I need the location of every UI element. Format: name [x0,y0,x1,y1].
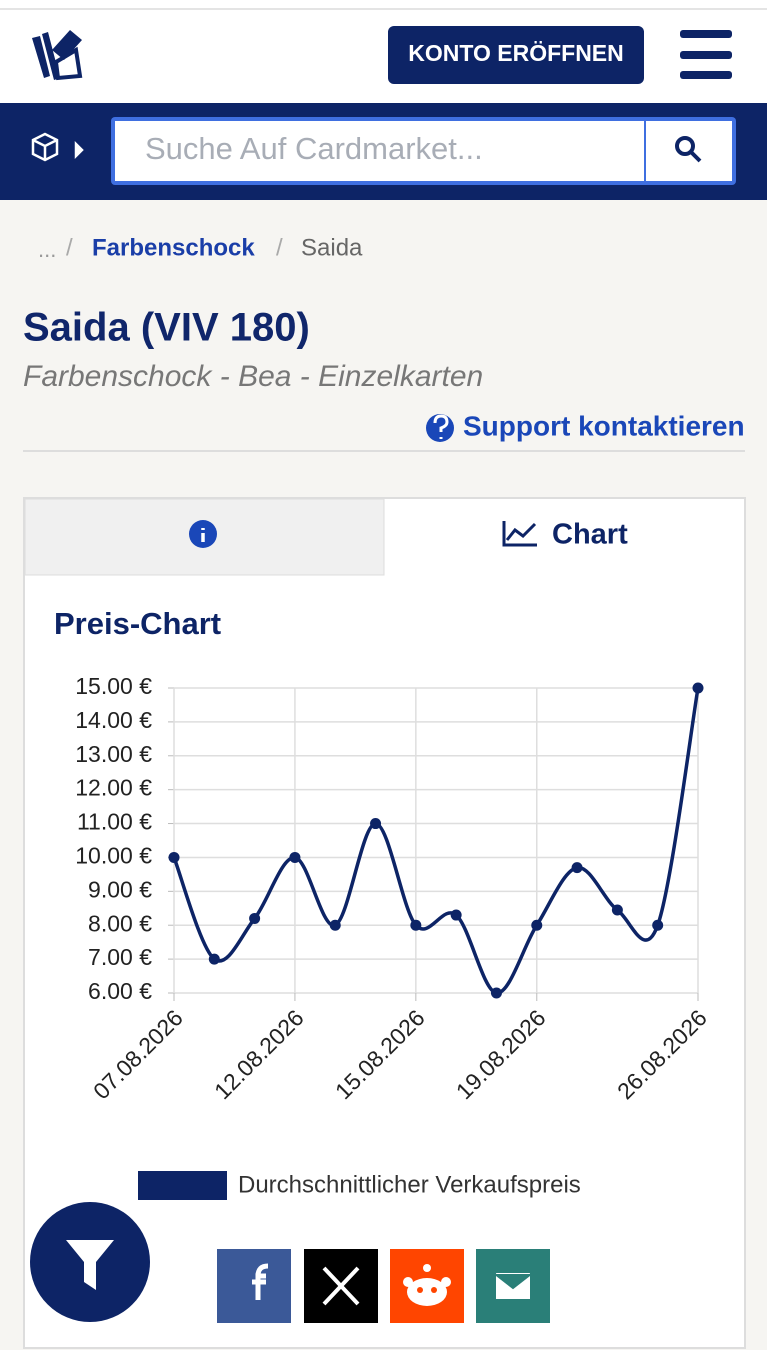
x-icon [322,1266,360,1306]
search-input[interactable] [115,121,644,181]
y-tick-label: 6.00 € [88,978,152,1004]
breadcrumb-link[interactable]: Farbenschock [92,234,255,261]
email-icon [494,1271,532,1301]
filter-icon [66,1240,114,1290]
chart-title: Preis-Chart [54,606,221,641]
y-tick-label: 12.00 € [75,775,152,801]
data-point [571,862,583,874]
card [23,497,746,1349]
share-facebook[interactable] [217,1249,291,1323]
product-subtitle: Farbenschock - Bea - Einzelkarten [23,360,483,393]
y-tick-label: 9.00 € [88,876,152,902]
search-placeholder: Suche Auf Cardmarket... [145,131,483,166]
y-tick-label: 10.00 € [75,843,152,869]
y-tick-label: 13.00 € [75,741,152,767]
data-point [329,919,341,931]
data-point [652,919,664,931]
facebook-icon [252,1263,269,1300]
help-mark [433,414,449,439]
divider [23,450,745,452]
product-title: Saida (VIV 180) [23,306,310,350]
search-icon [675,136,702,163]
category-dropdown[interactable] [31,132,84,162]
breadcrumb-separator: / [276,234,283,261]
y-tick-label: 11.00 € [77,809,152,835]
data-point [370,818,382,830]
data-point [692,682,704,694]
header [0,0,767,103]
logo[interactable] [32,30,83,81]
open-account-button[interactable] [388,26,644,84]
breadcrumb-ellipsis[interactable]: ... [38,237,56,262]
y-tick-label: 8.00 € [88,910,152,936]
breadcrumb-current: Saida [301,234,363,261]
data-point [289,851,301,863]
data-point [168,851,180,863]
reddit-icon [403,1264,451,1306]
data-point [249,912,261,924]
breadcrumb-separator: / [66,234,73,261]
price-line [172,687,700,995]
support-link[interactable]: Support kontaktieren [463,410,745,441]
data-point [490,987,502,999]
open-account-label[interactable]: KONTO ERÖFFNEN [408,40,624,66]
data-point [611,904,623,916]
data-point [531,919,543,931]
chart-tab-icon [502,521,537,547]
chart-tab[interactable]: Chart [552,519,628,551]
y-tick-label: 15.00 € [75,673,152,699]
data-point [208,953,220,965]
data-point [410,919,422,931]
share-email[interactable] [476,1249,550,1323]
legend-swatch [138,1171,227,1200]
data-point [450,909,462,921]
menu-button[interactable] [680,30,732,79]
top-line [0,8,767,10]
y-tick-label: 14.00 € [75,707,152,733]
legend-label: Durchschnittlicher Verkaufspreis [238,1171,581,1198]
y-tick-label: 7.00 € [88,944,152,970]
